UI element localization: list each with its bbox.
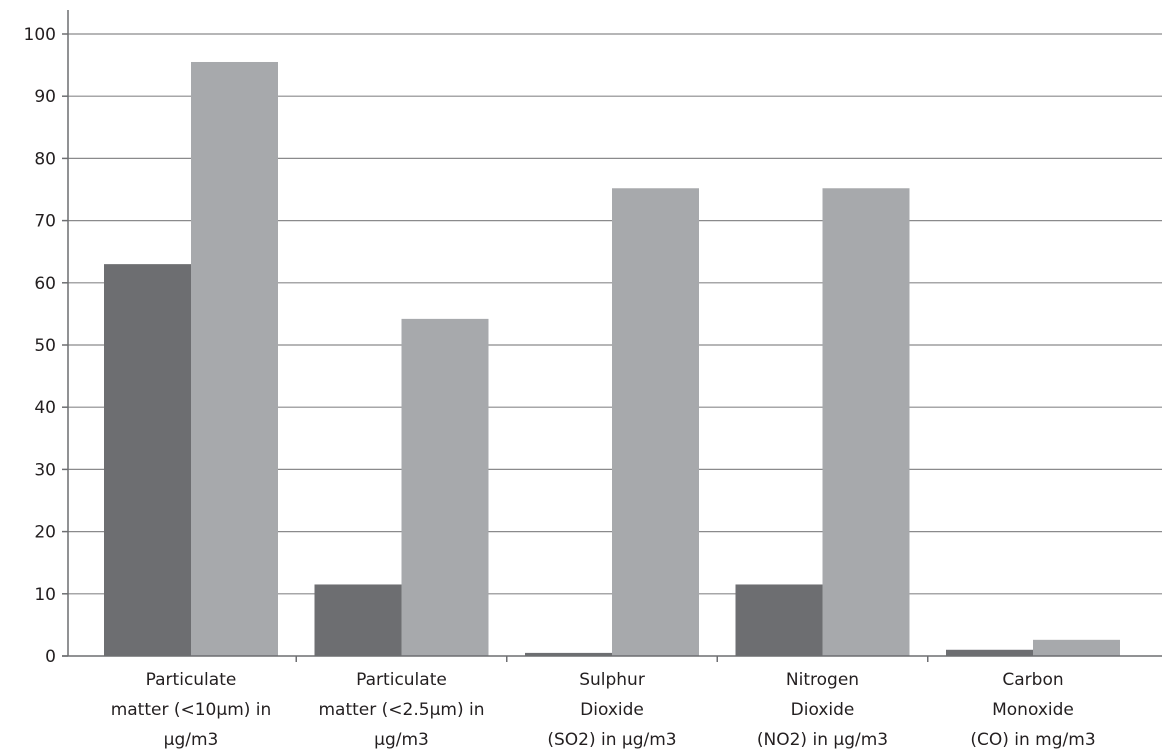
bar-5-series-2 <box>1033 639 1120 656</box>
y-tick-label-100: 100 <box>24 25 56 45</box>
bar-2-series-1 <box>314 584 402 656</box>
y-tick-label-30: 30 <box>34 460 56 480</box>
bar-4-series-1 <box>735 584 823 656</box>
y-tick-labels: 0 10 20 30 40 50 60 70 80 90 100 <box>24 25 56 667</box>
bar-5-series-1 <box>946 649 1033 656</box>
bar-2-series-2 <box>401 318 489 656</box>
category-label-5: Carbon Monoxide (CO) in mg/m3 <box>970 670 1095 750</box>
bars <box>104 61 1120 657</box>
y-tick-label-80: 80 <box>34 149 56 169</box>
y-tick-label-70: 70 <box>34 212 56 232</box>
bar-3-series-1 <box>525 652 612 656</box>
y-tick-label-10: 10 <box>34 585 56 605</box>
category-label-1: Particulate matter (<10μm) in μg/m3 <box>111 670 272 750</box>
bar-1-series-1 <box>104 264 191 656</box>
y-tick-label-20: 20 <box>34 523 56 543</box>
category-label-3: Sulphur Dioxide (SO2) in μg/m3 <box>547 670 676 750</box>
y-tick-label-60: 60 <box>34 274 56 294</box>
axes <box>62 10 1162 662</box>
category-label-4: Nitrogen Dioxide (NO2) in μg/m3 <box>757 670 888 750</box>
y-tick-label-40: 40 <box>34 398 56 418</box>
y-tick-label-50: 50 <box>34 336 56 356</box>
y-tick-label-0: 0 <box>45 647 56 667</box>
bar-3-series-2 <box>612 188 699 657</box>
category-labels: Particulate matter (<10μm) in μg/m3 Particu… <box>111 670 1096 750</box>
bar-4-series-2 <box>822 188 910 657</box>
category-label-2: Particulate matter (<2.5μm) in μg/m3 <box>319 670 485 750</box>
y-tick-label-90: 90 <box>34 87 56 107</box>
bar-1-series-2 <box>191 61 278 657</box>
